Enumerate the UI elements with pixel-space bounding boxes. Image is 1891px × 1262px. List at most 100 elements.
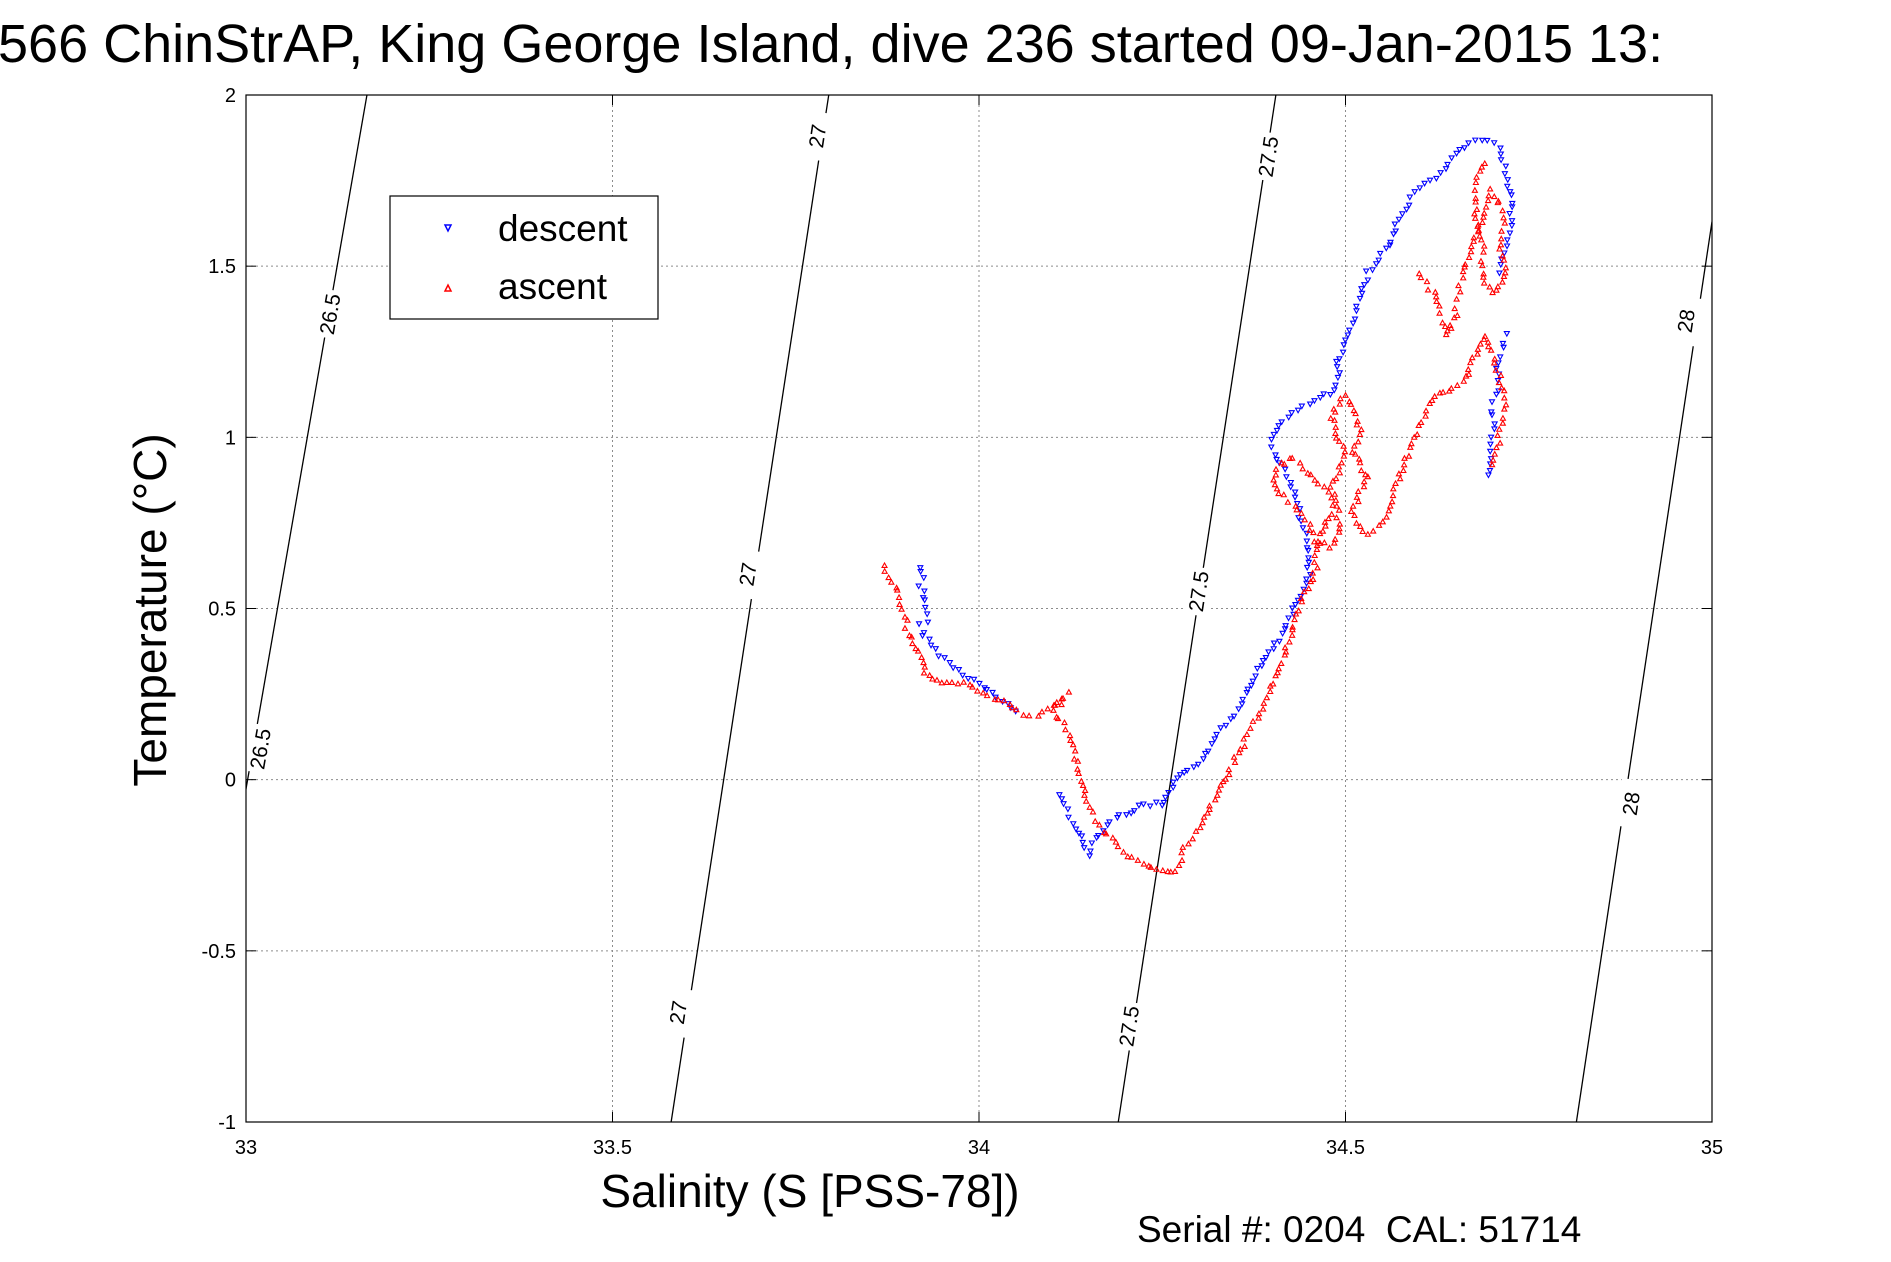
ascent-point: [1338, 459, 1346, 466]
isopycnal-line: [1575, 221, 1712, 1122]
ascent-point: [1453, 381, 1461, 388]
ascent-point: [994, 696, 1002, 703]
ascent-point: [1455, 281, 1462, 289]
ascent-point: [968, 683, 976, 690]
chart-title: 566 ChinStrAP, King George Island, dive …: [0, 14, 1663, 74]
ascent-point: [1497, 235, 1505, 242]
ascent-point: [1431, 288, 1439, 295]
ascent-point: [1335, 525, 1343, 532]
ascent-point: [1081, 791, 1088, 798]
descent-point: [1375, 257, 1383, 264]
series-ascent: [881, 159, 1510, 875]
ascent-point: [1204, 809, 1212, 816]
descent-point: [1487, 441, 1494, 448]
ascent-point: [1053, 698, 1061, 705]
y-tick-label: 1.5: [208, 256, 236, 278]
ascent-point: [1189, 835, 1197, 842]
ascent-point: [1502, 401, 1510, 408]
descent-point: [1508, 200, 1516, 208]
descent-point: [975, 680, 983, 688]
ascent-point: [1230, 753, 1238, 760]
ascent-point: [885, 573, 893, 581]
ascent-point: [1478, 261, 1486, 269]
descent-point: [923, 611, 931, 618]
ascent-point: [1479, 218, 1486, 225]
descent-point: [1282, 623, 1290, 630]
ascent-point: [1459, 274, 1467, 281]
ascent-point: [1424, 286, 1432, 293]
descent-point: [1208, 741, 1216, 748]
ascent-point: [895, 593, 903, 600]
ascent-point: [1474, 345, 1482, 352]
ascent-point: [1389, 485, 1397, 492]
descent-point: [1087, 848, 1094, 855]
ascent-point: [1484, 343, 1492, 350]
ascent-point: [943, 678, 951, 686]
descent-point: [1497, 157, 1505, 164]
descent-point: [1358, 290, 1366, 297]
descent-point: [1069, 821, 1077, 828]
ascent-point: [1260, 699, 1268, 706]
descent-point: [1252, 673, 1260, 680]
descent-point: [1106, 819, 1113, 826]
descent-point: [1230, 713, 1238, 720]
ascent-point: [1058, 700, 1065, 708]
ascent-point: [1500, 387, 1508, 394]
y-tick-label: 0: [225, 770, 236, 792]
ascent-point: [1051, 701, 1059, 708]
ascent-point: [1395, 470, 1403, 477]
ascent-point: [1406, 443, 1414, 450]
ascent-point: [1356, 430, 1364, 437]
ascent-point: [1499, 207, 1507, 214]
ascent-point: [1185, 840, 1192, 847]
ascent-point: [1310, 538, 1318, 545]
descent-point: [1506, 230, 1514, 237]
ascent-point: [1478, 163, 1486, 170]
ascent-point: [1255, 710, 1263, 717]
ascent-point: [1225, 765, 1233, 773]
descent-point: [1356, 295, 1364, 303]
ascent-point: [1061, 718, 1068, 726]
descent-point: [955, 666, 963, 674]
descent-point: [1275, 638, 1283, 645]
ascent-point: [1389, 491, 1397, 499]
ascent-point: [1199, 819, 1206, 826]
ascent-point: [1492, 366, 1500, 373]
ascent-point: [1423, 277, 1431, 285]
ascent-point: [1134, 856, 1142, 863]
ascent-point: [1405, 452, 1413, 459]
descent-point: [1265, 649, 1272, 656]
descent-point: [1086, 853, 1094, 860]
descent-point: [1332, 358, 1340, 366]
ascent-point: [1167, 868, 1175, 875]
descent-point: [1302, 576, 1310, 583]
ascent-point: [1499, 252, 1507, 259]
descent-point: [1311, 398, 1318, 405]
ascent-point: [1102, 830, 1110, 837]
ascent-point: [1297, 509, 1305, 516]
ascent-point: [1336, 520, 1344, 527]
ascent-point: [1481, 332, 1489, 339]
ascent-point: [1147, 863, 1155, 870]
descent-point: [1055, 792, 1063, 799]
ascent-point: [1306, 526, 1314, 533]
ascent-point: [1465, 253, 1473, 260]
ascent-point: [1353, 421, 1361, 428]
descent-point: [1333, 364, 1341, 371]
ascent-point: [1347, 400, 1355, 407]
ascent-point: [1470, 237, 1478, 244]
descent-point: [1291, 489, 1299, 496]
descent-point: [1496, 354, 1504, 361]
descent-point: [1421, 180, 1429, 187]
ascent-point: [1447, 384, 1455, 391]
descent-point: [1294, 407, 1302, 414]
descent-point: [1332, 382, 1339, 389]
descent-point: [1448, 155, 1456, 162]
descent-point: [1285, 615, 1292, 622]
ascent-point: [1442, 330, 1450, 338]
ascent-point: [1433, 297, 1441, 305]
ascent-point: [1175, 861, 1183, 869]
descent-point: [1079, 839, 1087, 847]
ascent-point: [901, 613, 909, 620]
ascent-point: [1480, 213, 1487, 220]
